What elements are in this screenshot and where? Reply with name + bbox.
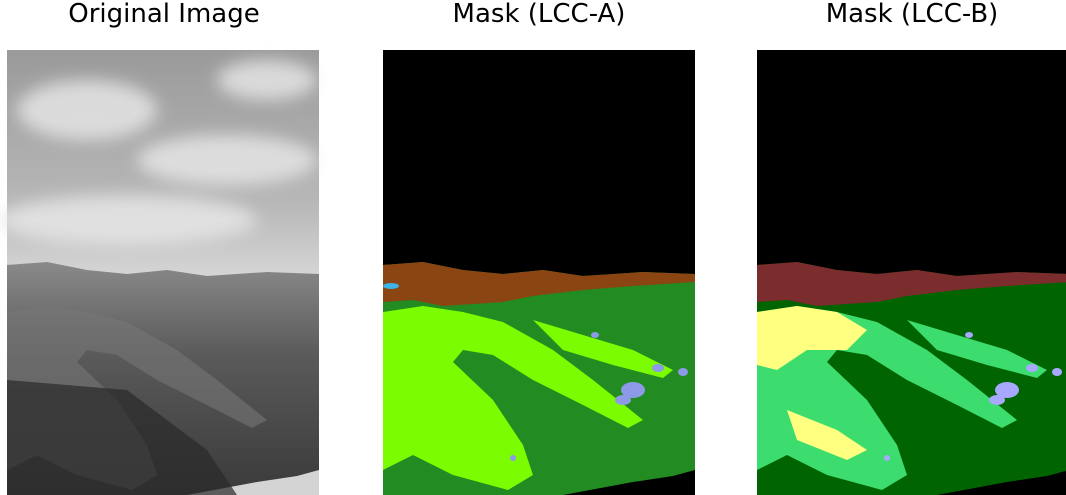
panel-title: Original Image	[68, 0, 259, 29]
page: {"panels": [{"title": "Original Image"},…	[0, 0, 1066, 495]
mask-lcc-a	[383, 50, 695, 495]
mask-lcc-b	[757, 50, 1066, 495]
figure: Original Image Mask (LCC-A) Mask (LCC-B)	[0, 0, 1066, 495]
panel-title: Mask (LCC-A)	[453, 0, 626, 29]
panel-title: Mask (LCC-B)	[826, 0, 999, 29]
original-image	[0, 50, 319, 495]
